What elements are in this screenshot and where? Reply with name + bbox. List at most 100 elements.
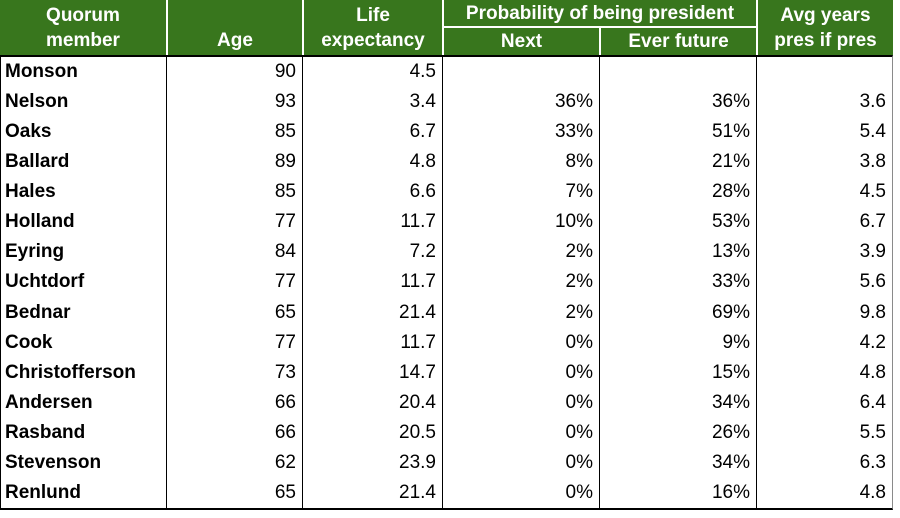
header-life-expectancy-label: Life expectancy [321, 5, 425, 51]
age-cell: 93 [167, 87, 303, 118]
header-next: Next [444, 28, 599, 55]
table-row: Stevenson 62 23.9 0% 34% 6.3 [1, 447, 892, 478]
age-cell: 77 [167, 327, 303, 358]
ever-future-cell: 51% [600, 117, 757, 148]
age-cell: 85 [167, 117, 303, 148]
ever-future-cell: 26% [600, 417, 757, 448]
ever-future-cell: 53% [600, 207, 757, 238]
member-name-cell: Rasband [1, 417, 167, 448]
member-name-cell: Bednar [1, 297, 167, 328]
table-row: Ballard 89 4.8 8% 21% 3.8 [1, 147, 892, 178]
header-avg-years-label: Avg years pres if pres [774, 5, 877, 51]
avg-years-cell: 9.8 [859, 301, 886, 323]
ever-future-cell [600, 57, 757, 88]
age-cell: 66 [167, 387, 303, 418]
next-president-cell: 33% [443, 117, 600, 148]
table-row: Nelson 93 3.4 36% 36% 3.6 [1, 87, 892, 118]
age-cell: 89 [167, 147, 303, 178]
ever-future-cell: 16% [600, 477, 757, 508]
next-president-cell: 0% [443, 357, 600, 388]
avg-years-cell [757, 57, 892, 87]
header-ever-future: Ever future [601, 28, 756, 55]
life-expectancy-cell: 11.7 [303, 207, 443, 238]
next-president-cell: 10% [443, 207, 600, 238]
avg-years-cell: 3.8 [859, 151, 886, 173]
member-name-cell: Renlund [1, 477, 167, 508]
age-cell: 65 [167, 477, 303, 508]
avg-years-cell: 4.8 [859, 481, 886, 503]
avg-years-cell: 4.5 [859, 181, 886, 203]
header-ever-future-label: Ever future [628, 31, 729, 52]
avg-years-cell: 5.4 [859, 121, 886, 143]
life-expectancy-cell: 4.8 [303, 147, 443, 178]
member-name-cell: Holland [1, 207, 167, 238]
member-name-cell: Oaks [1, 117, 167, 148]
member-name-cell: Cook [1, 327, 167, 358]
ever-future-cell: 21% [600, 147, 757, 178]
ever-future-cell: 13% [600, 237, 757, 268]
life-expectancy-cell: 3.4 [303, 87, 443, 118]
life-expectancy-cell: 11.7 [303, 267, 443, 298]
member-name-cell: Christofferson [1, 357, 167, 388]
age-cell: 73 [167, 357, 303, 388]
avg-years-cell: 5.5 [859, 421, 886, 443]
table-row: Bednar 65 21.4 2% 69% 9.8 [1, 297, 892, 328]
table-row: Renlund 65 21.4 0% 16% 4.8 [1, 477, 892, 508]
next-president-cell: 0% [443, 447, 600, 478]
member-name-cell: Hales [1, 177, 167, 208]
next-president-cell: 0% [443, 477, 600, 508]
table-row: Cook 77 11.7 0% 9% 4.2 [1, 327, 892, 358]
life-expectancy-cell: 20.5 [303, 417, 443, 448]
age-cell: 84 [167, 237, 303, 268]
next-president-cell: 8% [443, 147, 600, 178]
life-expectancy-cell: 6.7 [303, 117, 443, 148]
header-quorum-member-label: Quorum member [46, 5, 120, 51]
next-president-cell: 0% [443, 387, 600, 418]
life-expectancy-cell: 7.2 [303, 237, 443, 268]
table-row: Uchtdorf 77 11.7 2% 33% 5.6 [1, 267, 892, 298]
ever-future-cell: 36% [600, 87, 757, 118]
life-expectancy-cell: 21.4 [303, 297, 443, 328]
ever-future-cell: 34% [600, 447, 757, 478]
life-expectancy-cell: 23.9 [303, 447, 443, 478]
header-next-label: Next [500, 31, 543, 52]
next-president-cell [443, 57, 600, 88]
ever-future-cell: 28% [600, 177, 757, 208]
table-row: Christofferson 73 14.7 0% 15% 4.8 [1, 357, 892, 388]
member-name-cell: Uchtdorf [1, 267, 167, 298]
avg-years-cell: 3.6 [859, 91, 886, 113]
header-probability-group-label: Probability of being president [465, 2, 735, 24]
table-row: Hales 85 6.6 7% 28% 4.5 [1, 177, 892, 208]
header-age: Age [168, 0, 302, 55]
member-name-cell: Monson [1, 57, 167, 88]
next-president-cell: 2% [443, 237, 600, 268]
member-name-cell: Ballard [1, 147, 167, 178]
avg-years-cell: 6.3 [859, 451, 886, 473]
table-row: Rasband 66 20.5 0% 26% 5.5 [1, 417, 892, 448]
age-cell: 77 [167, 207, 303, 238]
next-president-cell: 7% [443, 177, 600, 208]
age-cell: 66 [167, 417, 303, 448]
header-life-expectancy: Life expectancy [304, 0, 442, 55]
age-cell: 85 [167, 177, 303, 208]
quorum-table: Quorum member Age Life expectancy Probab… [0, 0, 893, 510]
avg-years-cell: 4.2 [859, 331, 886, 353]
age-cell: 90 [167, 57, 303, 88]
life-expectancy-cell: 4.5 [303, 57, 443, 88]
table-row: Eyring 84 7.2 2% 13% 3.9 [1, 237, 892, 268]
table-row: Monson 90 4.5 [1, 57, 892, 88]
next-president-cell: 0% [443, 417, 600, 448]
next-president-cell: 0% [443, 327, 600, 358]
next-president-cell: 2% [443, 267, 600, 298]
member-name-cell: Andersen [1, 387, 167, 418]
table-row: Andersen 66 20.4 0% 34% 6.4 [1, 387, 892, 418]
table-row: Holland 77 11.7 10% 53% 6.7 [1, 207, 892, 238]
life-expectancy-cell: 20.4 [303, 387, 443, 418]
avg-years-cell: 5.6 [859, 271, 886, 293]
ever-future-cell: 33% [600, 267, 757, 298]
avg-years-cell: 6.7 [859, 211, 886, 233]
ever-future-cell: 15% [600, 357, 757, 388]
avg-years-cell: 6.4 [859, 391, 886, 413]
header-probability-group: Probability of being president [444, 0, 756, 26]
